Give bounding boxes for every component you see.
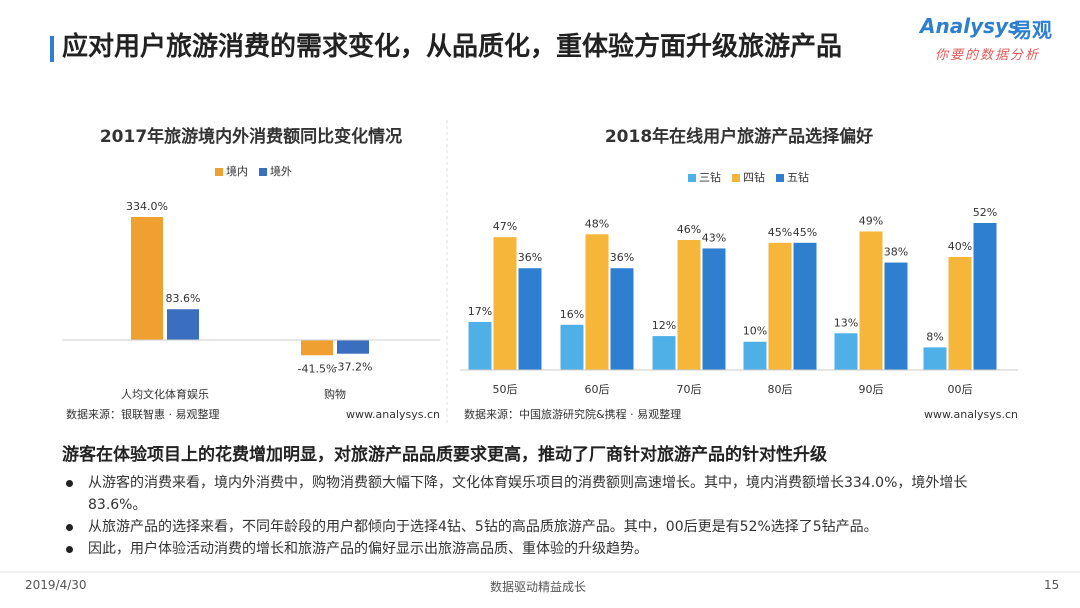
bullet: 因此，用户体验活动消费的增长和旅游产品的偏好显示出旅游高品质、重体验的升级趋势。	[62, 538, 1022, 560]
value-label: 45%	[793, 226, 817, 239]
value-label: -37.2%	[334, 361, 373, 374]
x-tick-label: 70后	[677, 383, 702, 396]
value-label: 36%	[610, 251, 634, 264]
x-tick-label: 50后	[493, 383, 518, 396]
x-tick-label: 90后	[859, 383, 884, 396]
x-tick-label: 80后	[768, 383, 793, 396]
value-label: 38%	[884, 246, 908, 259]
legend-label: 三钻	[699, 170, 721, 184]
bar	[585, 234, 609, 370]
bar	[793, 242, 817, 370]
bar	[131, 217, 163, 340]
value-label: 48%	[585, 217, 609, 230]
value-label: 17%	[468, 305, 492, 318]
value-label: 83.6%	[166, 292, 201, 305]
bar	[859, 231, 883, 370]
logo-slogan: 你要的数据分析	[935, 48, 1041, 63]
footer-slogan: 数据驱动精益成长	[490, 580, 587, 594]
x-tick-label: 60后	[585, 383, 610, 396]
bullet-list: 从游客的消费来看，境内外消费中，购物消费额大幅下降，文化体育娱乐项目的消费额则高…	[62, 472, 1022, 560]
x-tick-label: 购物	[324, 387, 346, 401]
source-note: 数据来源：银联智惠 · 易观整理	[66, 407, 220, 421]
x-tick-label: 人均文化体育娱乐	[121, 387, 209, 401]
value-label: 12%	[652, 319, 676, 332]
footer-date: 2019/4/30	[25, 578, 87, 592]
value-label: 16%	[560, 308, 584, 321]
bar	[610, 268, 634, 370]
value-label: 46%	[677, 223, 701, 236]
source-website: www.analysys.cn	[346, 408, 440, 421]
logo-name: 易观	[1012, 18, 1052, 42]
x-tick-label: 00后	[948, 383, 973, 396]
legend-label: 五钻	[787, 170, 809, 184]
value-label: 47%	[493, 220, 517, 233]
value-label: 52%	[973, 206, 997, 219]
bar	[834, 333, 858, 370]
bar	[337, 340, 369, 354]
value-label: 10%	[743, 325, 767, 338]
value-label: 45%	[768, 226, 792, 239]
legend-swatch	[776, 174, 784, 182]
legend-swatch	[688, 174, 696, 182]
chart-title: 2017年旅游境内外消费额同比变化情况	[100, 126, 402, 147]
value-label: 334.0%	[126, 200, 168, 213]
bar	[493, 237, 517, 370]
bar	[301, 340, 333, 356]
value-label: 8%	[926, 330, 943, 343]
bar	[677, 239, 701, 370]
footer-page: 15	[1044, 578, 1060, 592]
summary-heading: 游客在体验项目上的花费增加明显，对旅游产品品质要求更高，推动了厂商针对旅游产品的…	[62, 445, 827, 465]
bar	[743, 341, 767, 370]
legend-label: 四钻	[743, 170, 765, 184]
bar	[973, 223, 997, 370]
value-label: 40%	[948, 240, 972, 253]
bullet: 从游客的消费来看，境内外消费中，购物消费额大幅下降，文化体育娱乐项目的消费额则高…	[62, 472, 1022, 516]
legend-label: 境内	[226, 164, 248, 178]
legend-swatch	[259, 168, 267, 176]
legend-swatch	[215, 168, 223, 176]
bar	[768, 242, 792, 370]
bar	[702, 248, 726, 370]
chart-title: 2018年在线用户旅游产品选择偏好	[605, 126, 873, 147]
bar	[948, 256, 972, 370]
slide-title: 应对用户旅游消费的需求变化，从品质化，重体验方面升级旅游产品	[62, 32, 843, 62]
bar	[560, 324, 584, 370]
value-label: 36%	[518, 251, 542, 264]
legend-swatch	[732, 174, 740, 182]
source-note: 数据来源：中国旅游研究院&携程 · 易观整理	[464, 407, 681, 421]
bar	[923, 347, 947, 370]
value-label: 13%	[834, 316, 858, 329]
bullet: 从旅游产品的选择来看，不同年龄段的用户都倾向于选择4钻、5钻的高品质旅游产品。其…	[62, 516, 1022, 538]
value-label: -41.5%	[298, 362, 337, 375]
value-label: 43%	[702, 231, 726, 244]
bar	[518, 268, 542, 370]
logo-brand: Analysys	[920, 14, 1020, 38]
bar	[468, 321, 492, 370]
source-website: www.analysys.cn	[924, 408, 1018, 421]
value-label: 49%	[859, 214, 883, 227]
legend-label: 境外	[270, 164, 292, 178]
bar	[884, 262, 908, 370]
title-accent	[50, 36, 54, 62]
bar	[652, 336, 676, 370]
bar	[167, 309, 199, 340]
